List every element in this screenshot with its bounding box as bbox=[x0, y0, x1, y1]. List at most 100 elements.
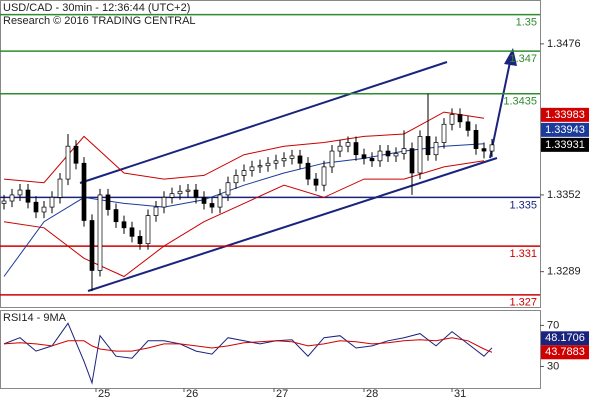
price-tag-label: 1.33943 bbox=[545, 124, 585, 136]
y-tick-label: 1.3289 bbox=[547, 266, 581, 278]
candle-body bbox=[185, 189, 191, 192]
x-tick-label: 26 bbox=[186, 388, 198, 400]
price-tag-label: 1.33983 bbox=[545, 109, 585, 121]
candle-body bbox=[281, 158, 287, 162]
candle-body bbox=[33, 201, 39, 213]
candle-body bbox=[201, 197, 207, 204]
candle-body bbox=[89, 220, 95, 271]
candle-body bbox=[73, 145, 79, 164]
candle-body bbox=[153, 206, 159, 216]
candle-body bbox=[161, 197, 167, 208]
candle-body bbox=[129, 227, 135, 237]
candle-body bbox=[313, 178, 319, 186]
candle-body bbox=[49, 197, 55, 208]
overlay-line bbox=[3, 160, 485, 278]
candle-body bbox=[225, 182, 231, 196]
y-tick-label: 70 bbox=[547, 319, 559, 331]
price-tag bbox=[541, 137, 589, 152]
candle-body bbox=[65, 145, 71, 180]
y-tick-label: 1.3352 bbox=[547, 189, 581, 201]
candle-body bbox=[217, 194, 223, 208]
main-panel-frame bbox=[0, 0, 541, 308]
chart-title: USD/CAD - 30min - 12:36:44 (UTC+2) bbox=[3, 2, 190, 14]
candle-body bbox=[361, 154, 367, 159]
price-tag bbox=[541, 107, 589, 122]
x-tick-label: 27 bbox=[276, 388, 288, 400]
candle-body bbox=[113, 209, 119, 223]
candle-body bbox=[1, 200, 7, 204]
candle-body bbox=[57, 178, 63, 198]
candle-body bbox=[177, 190, 183, 195]
candle-body bbox=[377, 150, 383, 162]
chart-subtitle: Research © 2016 TRADING CENTRAL bbox=[3, 15, 196, 27]
y-tick-label: 30 bbox=[547, 360, 559, 372]
candle-body bbox=[81, 162, 87, 221]
rsi-line bbox=[3, 322, 493, 385]
x-tick-label: 31 bbox=[454, 388, 466, 400]
candle-body bbox=[337, 145, 343, 152]
candle-body bbox=[353, 142, 359, 156]
channel-upper bbox=[79, 61, 448, 184]
candle-body bbox=[465, 121, 471, 131]
candle-body bbox=[401, 148, 407, 154]
candle-body bbox=[473, 130, 479, 149]
level-label: 1.331 bbox=[509, 248, 537, 260]
candle-body bbox=[481, 148, 487, 152]
candle-body bbox=[345, 142, 351, 147]
candle-body bbox=[9, 194, 15, 202]
level-label: 1.3435 bbox=[503, 96, 537, 108]
candle-body bbox=[97, 194, 103, 271]
candle-body bbox=[289, 155, 295, 159]
level-label: 1.347 bbox=[509, 53, 537, 65]
candle-body bbox=[241, 170, 247, 176]
candle-body bbox=[265, 162, 271, 167]
candle-body bbox=[17, 189, 23, 196]
candle-body bbox=[257, 165, 263, 168]
candle-body bbox=[369, 158, 375, 162]
candle-body bbox=[25, 189, 31, 203]
candle-body bbox=[105, 194, 111, 210]
level-label: 1.327 bbox=[509, 297, 537, 309]
candle-body bbox=[169, 193, 175, 198]
candle-body bbox=[393, 153, 399, 157]
level-label: 1.35 bbox=[516, 17, 537, 29]
y-tick-label: 1.3476 bbox=[547, 38, 581, 50]
rsi-panel-frame bbox=[0, 310, 541, 389]
candle-body bbox=[305, 162, 311, 180]
candle-body bbox=[41, 206, 47, 213]
price-tag-label: 1.33931 bbox=[545, 139, 585, 151]
candle-body bbox=[329, 150, 335, 168]
arrow-head bbox=[504, 48, 517, 66]
candle-body bbox=[441, 123, 447, 143]
level-label: 1.335 bbox=[509, 199, 537, 211]
candle-body bbox=[233, 175, 239, 184]
candle-body bbox=[425, 136, 431, 156]
candle-body bbox=[121, 221, 127, 229]
candle-body bbox=[457, 114, 463, 123]
value-tag bbox=[541, 345, 589, 360]
rsi-line bbox=[3, 337, 493, 353]
candle-body bbox=[417, 136, 423, 174]
rsi-title: RSI14 - 9MA bbox=[3, 312, 67, 324]
candle-body bbox=[321, 166, 327, 186]
candle-body bbox=[433, 142, 439, 156]
x-tick-label: 25 bbox=[98, 388, 110, 400]
x-tick-label: 28 bbox=[366, 388, 378, 400]
candle-body bbox=[489, 144, 495, 152]
channel-lower bbox=[87, 157, 498, 292]
candle-body bbox=[249, 166, 255, 171]
forecast-arrow bbox=[489, 61, 511, 159]
value-tag-label: 48.1706 bbox=[545, 332, 585, 344]
candle-body bbox=[385, 150, 391, 157]
candle-body bbox=[297, 155, 303, 164]
channel-annotations bbox=[79, 48, 517, 292]
candle-body bbox=[209, 203, 215, 208]
candle-body bbox=[137, 235, 143, 245]
candle-body bbox=[193, 189, 199, 198]
candle-body bbox=[409, 148, 415, 174]
candle-body bbox=[449, 114, 455, 125]
candle-body bbox=[273, 160, 279, 164]
value-tag-label: 43.7883 bbox=[545, 346, 585, 358]
